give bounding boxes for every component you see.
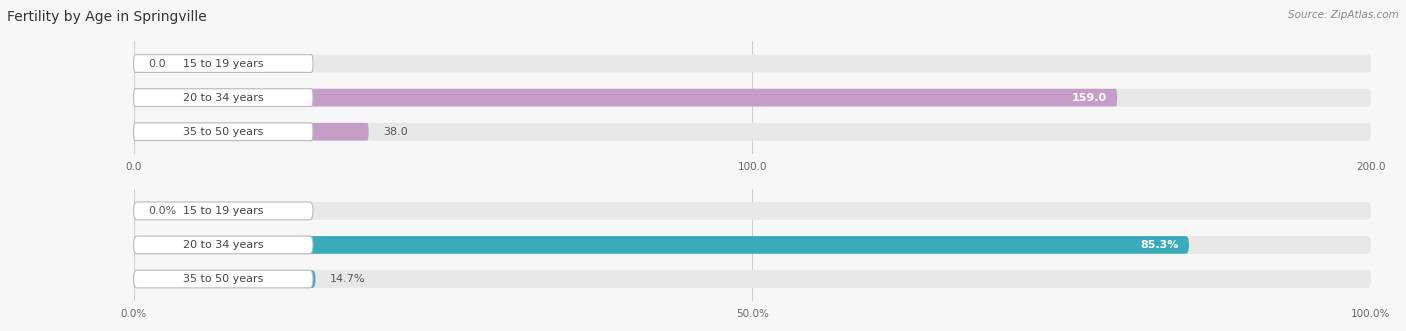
Text: 0.0: 0.0 [149, 59, 166, 69]
Text: Source: ZipAtlas.com: Source: ZipAtlas.com [1288, 10, 1399, 20]
FancyBboxPatch shape [134, 270, 315, 288]
Text: 38.0: 38.0 [384, 127, 408, 137]
Text: 15 to 19 years: 15 to 19 years [183, 59, 263, 69]
FancyBboxPatch shape [134, 55, 314, 72]
Text: 20 to 34 years: 20 to 34 years [183, 93, 263, 103]
Text: 35 to 50 years: 35 to 50 years [183, 127, 263, 137]
FancyBboxPatch shape [134, 123, 368, 141]
FancyBboxPatch shape [134, 123, 1371, 141]
Text: 159.0: 159.0 [1073, 93, 1108, 103]
FancyBboxPatch shape [134, 270, 1371, 288]
Text: 20 to 34 years: 20 to 34 years [183, 240, 263, 250]
Text: 35 to 50 years: 35 to 50 years [183, 274, 263, 284]
FancyBboxPatch shape [134, 89, 1371, 107]
FancyBboxPatch shape [134, 202, 1371, 220]
FancyBboxPatch shape [134, 89, 1118, 107]
FancyBboxPatch shape [134, 55, 1371, 72]
Text: 0.0%: 0.0% [149, 206, 177, 216]
Text: 85.3%: 85.3% [1140, 240, 1180, 250]
FancyBboxPatch shape [134, 236, 314, 254]
Text: 14.7%: 14.7% [330, 274, 366, 284]
Text: Fertility by Age in Springville: Fertility by Age in Springville [7, 10, 207, 24]
FancyBboxPatch shape [134, 202, 314, 220]
FancyBboxPatch shape [134, 236, 1189, 254]
FancyBboxPatch shape [134, 89, 314, 107]
Text: 15 to 19 years: 15 to 19 years [183, 206, 263, 216]
FancyBboxPatch shape [134, 270, 314, 288]
FancyBboxPatch shape [134, 236, 1371, 254]
FancyBboxPatch shape [134, 123, 314, 141]
